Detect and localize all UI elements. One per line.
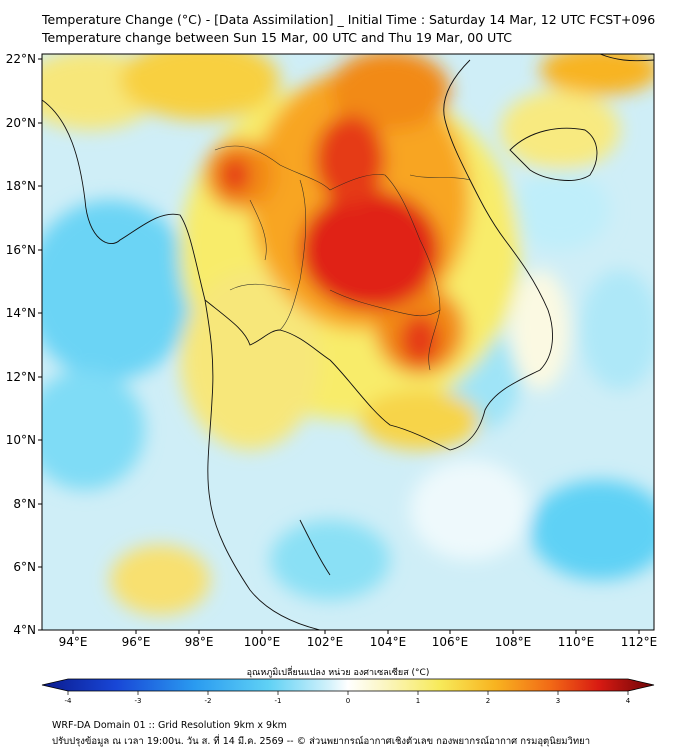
colorbar-tick-label: 4 (626, 697, 631, 705)
colorbar-tick-label: 0 (346, 697, 350, 705)
lat-tick-label: 18°N (6, 179, 36, 193)
lat-tick-label: 10°N (6, 433, 36, 447)
temperature-field (42, 54, 654, 630)
longitude-axis: 94°E 96°E 98°E 100°E 102°E 104°E 106°E 1… (59, 630, 658, 649)
colorbar-tick-label: 2 (486, 697, 490, 705)
map-frame (41, 53, 655, 631)
colorbar-tick-label: 1 (416, 697, 420, 705)
lat-tick-label: 8°N (13, 497, 36, 511)
colorbar: -4 -3 -2 -1 0 1 2 3 4 (41, 678, 655, 705)
lon-tick-label: 106°E (432, 635, 469, 649)
colorbar-tick-label: -3 (135, 697, 142, 705)
lat-tick-label: 6°N (13, 560, 36, 574)
colorbar-tick-label: -4 (65, 697, 73, 705)
lat-tick-label: 20°N (6, 116, 36, 130)
colorbar-tick-label: -1 (275, 697, 282, 705)
model-info: WRF-DA Domain 01 :: Grid Resolution 9km … (52, 720, 287, 731)
lon-tick-label: 112°E (621, 635, 658, 649)
coastlines (42, 54, 654, 630)
lon-tick-label: 100°E (244, 635, 281, 649)
update-credit: ปรับปรุงข้อมูล ณ เวลา 19:00น. วัน ส. ที่… (52, 736, 591, 747)
lon-tick-label: 96°E (122, 635, 151, 649)
map-title: Temperature Change (°C) - [Data Assimila… (42, 12, 656, 27)
lat-tick-label: 4°N (13, 623, 36, 637)
lon-tick-label: 94°E (59, 635, 88, 649)
country-borders (214, 145, 471, 371)
lat-tick-label: 14°N (6, 306, 36, 320)
colorbar-bar (41, 678, 655, 692)
lat-tick-label: 22°N (6, 52, 36, 66)
colorbar-label: อุณหภูมิเปลี่ยนแปลง หน่วย องศาเซลเซียส (… (246, 668, 430, 678)
colorbar-tick-label: -2 (205, 697, 212, 705)
lat-tick-label: 16°N (6, 243, 36, 257)
map-subtitle: Temperature change between Sun 15 Mar, 0… (42, 30, 512, 45)
lon-tick-label: 104°E (370, 635, 407, 649)
lon-tick-label: 98°E (185, 635, 214, 649)
lon-tick-label: 102°E (307, 635, 344, 649)
latitude-axis: 22°N 20°N 18°N 16°N 14°N 12°N 10°N 8°N 6… (6, 52, 42, 637)
lon-tick-label: 110°E (558, 635, 595, 649)
lon-tick-label: 108°E (495, 635, 532, 649)
colorbar-tick-label: 3 (556, 697, 560, 705)
lat-tick-label: 12°N (6, 370, 36, 384)
